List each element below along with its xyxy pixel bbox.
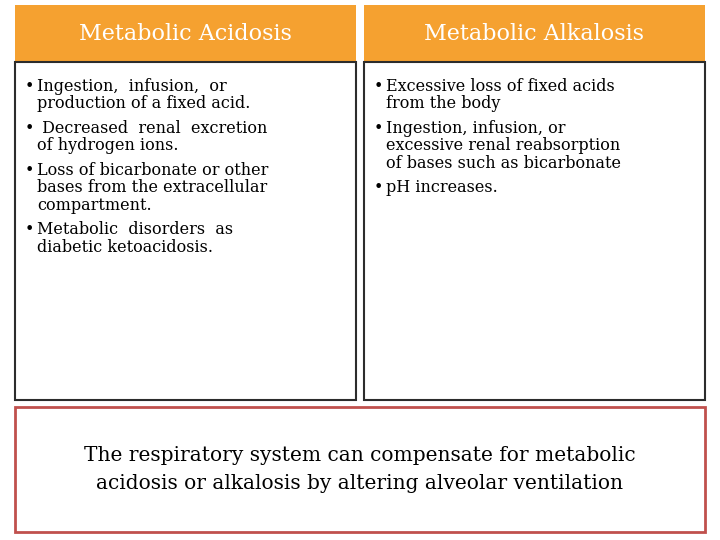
Text: •: •	[374, 179, 383, 197]
Text: Metabolic Acidosis: Metabolic Acidosis	[79, 23, 292, 44]
Text: production of a fixed acid.: production of a fixed acid.	[37, 96, 251, 112]
Text: of bases such as bicarbonate: of bases such as bicarbonate	[386, 155, 621, 172]
Bar	[364, 5, 705, 62]
Text: Metabolic  disorders  as: Metabolic disorders as	[37, 221, 233, 239]
Text: Ingestion, infusion, or: Ingestion, infusion, or	[386, 120, 565, 137]
Text: •: •	[25, 162, 35, 179]
Bar	[15, 62, 356, 400]
Text: excessive renal reabsorption: excessive renal reabsorption	[386, 138, 620, 154]
Text: •: •	[25, 120, 35, 137]
Text: Decreased  renal  excretion: Decreased renal excretion	[37, 120, 267, 137]
Text: pH increases.: pH increases.	[386, 179, 498, 197]
Bar	[15, 5, 356, 62]
Bar	[15, 407, 705, 532]
Text: Metabolic Alkalosis: Metabolic Alkalosis	[425, 23, 644, 44]
Text: from the body: from the body	[386, 96, 500, 112]
Text: •: •	[374, 78, 383, 95]
Text: The respiratory system can compensate for metabolic
acidosis or alkalosis by alt: The respiratory system can compensate fo…	[84, 446, 636, 493]
Text: •: •	[25, 78, 35, 95]
Text: Ingestion,  infusion,  or: Ingestion, infusion, or	[37, 78, 227, 95]
Text: Excessive loss of fixed acids: Excessive loss of fixed acids	[386, 78, 615, 95]
Bar	[364, 62, 705, 400]
Text: compartment.: compartment.	[37, 197, 152, 214]
Text: •: •	[374, 120, 383, 137]
Text: Loss of bicarbonate or other: Loss of bicarbonate or other	[37, 162, 269, 179]
Text: •: •	[25, 221, 35, 239]
Text: diabetic ketoacidosis.: diabetic ketoacidosis.	[37, 239, 213, 256]
Text: of hydrogen ions.: of hydrogen ions.	[37, 138, 179, 154]
Text: bases from the extracellular: bases from the extracellular	[37, 179, 267, 197]
